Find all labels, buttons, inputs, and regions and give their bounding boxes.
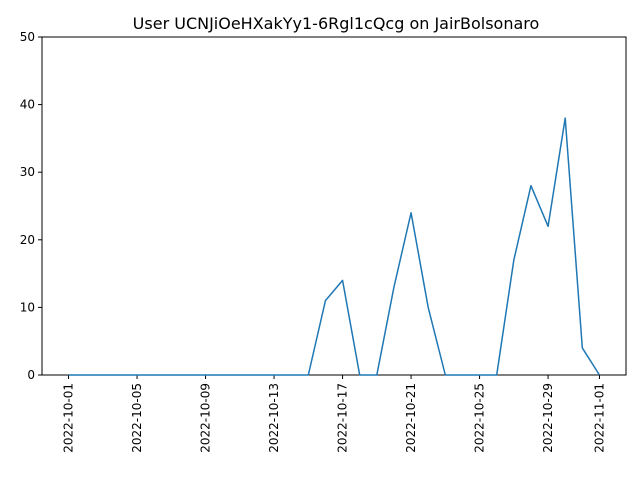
plot-frame: [41, 36, 627, 376]
x-tick-label: 2022-10-21: [404, 383, 418, 453]
x-tick-label: 2022-11-01: [592, 383, 606, 453]
x-tick-label: 2022-10-09: [199, 383, 213, 453]
y-tick-label: 30: [20, 165, 35, 179]
y-tick-label: 0: [27, 368, 35, 382]
x-tick-label: 2022-10-01: [62, 383, 76, 453]
x-tick-label: 2022-10-13: [267, 383, 281, 453]
x-tick-label: 2022-10-29: [541, 383, 555, 453]
series-line: [68, 117, 601, 376]
chart-title: User UCNJiOeHXakYy1-6Rgl1cQcg on JairBol…: [133, 14, 540, 33]
y-tick-label: 40: [20, 98, 35, 112]
x-tick-label: 2022-10-25: [473, 383, 487, 453]
y-tick-label: 50: [20, 30, 35, 44]
y-tick-label: 20: [20, 233, 35, 247]
x-tick-label: 2022-10-17: [336, 383, 350, 453]
x-tick-label: 2022-10-05: [130, 383, 144, 453]
y-tick-label: 10: [20, 300, 35, 314]
